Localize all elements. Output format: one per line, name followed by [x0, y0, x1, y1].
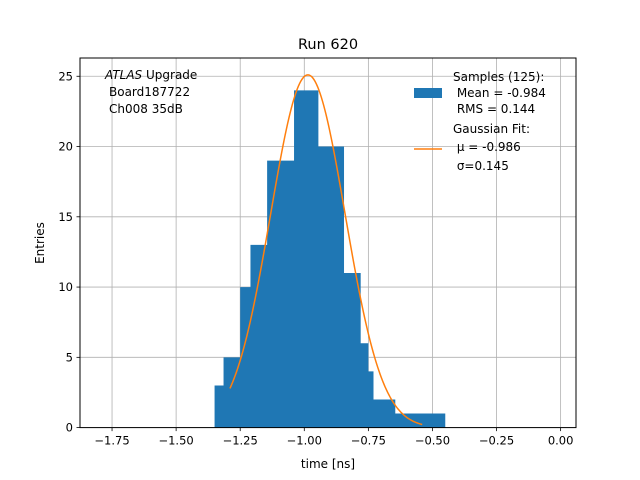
fit-curve	[229, 74, 423, 426]
annotation-italic: ATLAS	[104, 68, 143, 82]
annotation-line-2: Board187722	[109, 85, 190, 99]
y-axis-ticks: 0 5 10 15 20 25	[58, 69, 80, 435]
x-axis-ticks: −1.75 −1.50 −1.25 −1.00 −0.75 −0.50 −0.25 0.00	[94, 427, 574, 448]
x-axis-label: time [ns]	[301, 457, 355, 471]
x-tick-label: −1.00	[287, 434, 322, 448]
legend-hist-rms: RMS = 0.144	[453, 102, 535, 116]
annotation-line-1-rest: Upgrade	[142, 68, 197, 82]
legend-fit-mu: μ = -0.986	[453, 140, 521, 154]
x-tick-label: −0.50	[415, 434, 450, 448]
x-tick-label: −0.75	[351, 434, 386, 448]
annotation-line-3: Ch008 35dB	[109, 102, 183, 116]
histogram-bars	[214, 90, 446, 428]
y-tick-label: 15	[58, 210, 73, 224]
x-tick-label: −1.75	[94, 434, 129, 448]
legend-fit-sigma: σ=0.145	[453, 159, 509, 173]
histogram-outline	[214, 90, 446, 428]
x-tick-label: −1.25	[223, 434, 258, 448]
y-axis-label: Entries	[33, 222, 47, 264]
y-tick-label: 5	[66, 350, 73, 364]
x-tick-label: −1.50	[158, 434, 193, 448]
legend-hist-mean: Mean = -0.984	[453, 86, 546, 100]
legend: Samples (125): Mean = -0.984 RMS = 0.144…	[414, 70, 546, 173]
y-tick-label: 10	[58, 280, 73, 294]
y-tick-label: 0	[66, 421, 73, 435]
annotation-line-1: ATLAS Upgrade	[104, 68, 197, 82]
plot-frame	[79, 57, 577, 429]
x-tick-label: 0.00	[548, 434, 574, 448]
legend-fit-title: Gaussian Fit:	[453, 122, 530, 136]
legend-hist-swatch	[414, 88, 442, 98]
chart-title: Run 620	[298, 37, 358, 53]
x-tick-label: −0.25	[479, 434, 514, 448]
y-tick-label: 25	[58, 69, 73, 83]
legend-hist-title: Samples (125):	[453, 70, 544, 84]
y-tick-label: 20	[58, 140, 73, 154]
gaussian-fit	[229, 74, 423, 426]
